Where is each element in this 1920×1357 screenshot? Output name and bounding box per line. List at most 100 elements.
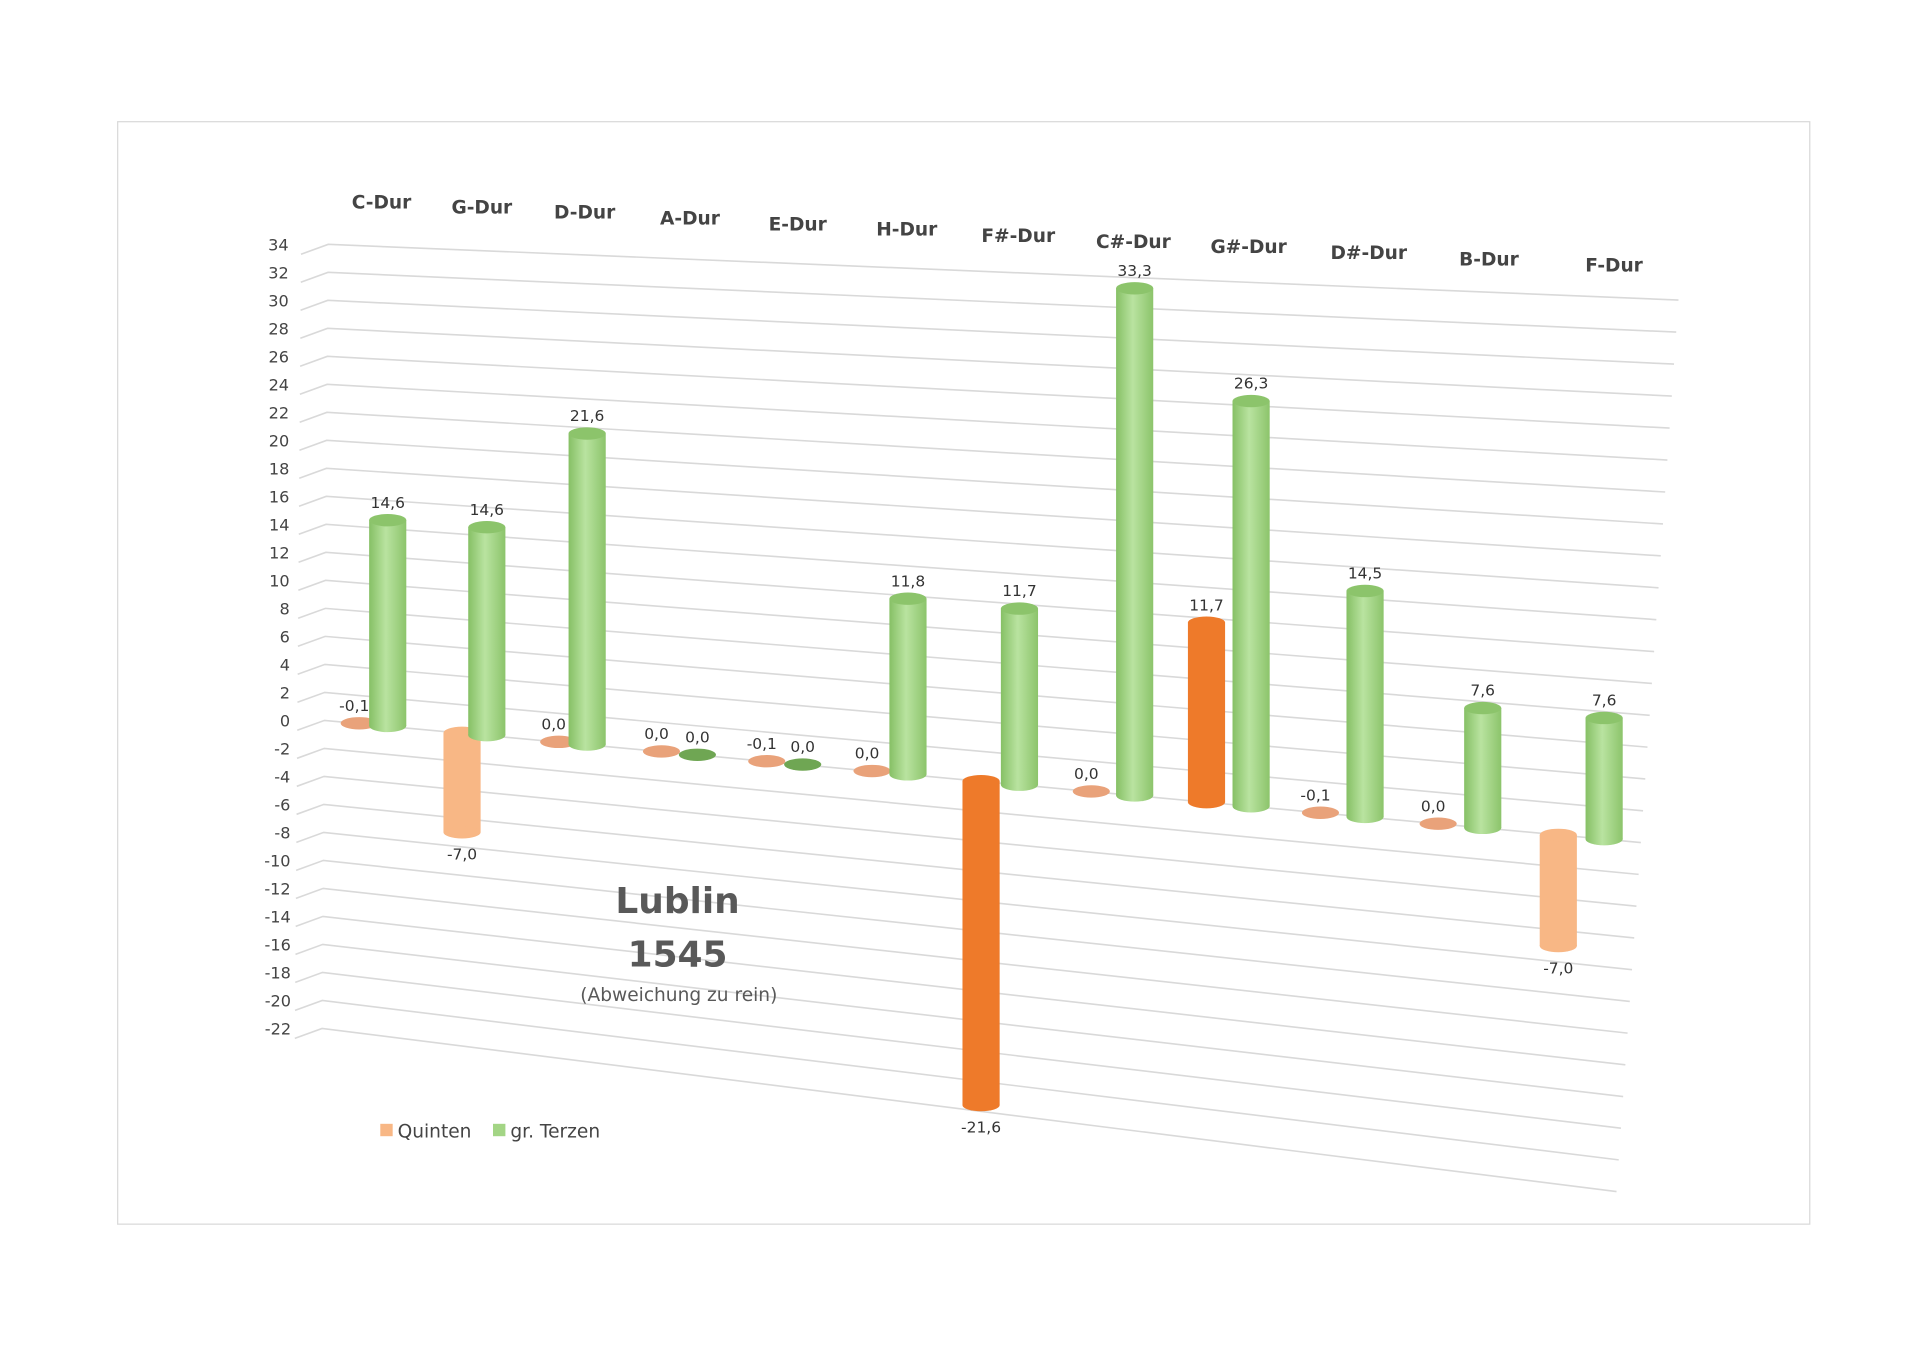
category-label: G#-Dur: [1210, 237, 1287, 258]
terzen-bar-base: [568, 738, 606, 751]
quinten-bar-body: [1187, 622, 1226, 803]
y-tick-label: -22: [265, 1020, 291, 1039]
terzen-bar-body: [1000, 608, 1039, 785]
y-tick-label: -12: [264, 880, 290, 899]
terzen-bar: [1116, 282, 1154, 802]
terzen-bar-base: [1346, 810, 1384, 824]
terzen-bar-top: [1464, 701, 1502, 715]
terzen-bar: [369, 513, 407, 733]
y-tick-label: -20: [265, 992, 291, 1011]
quinten-bar-base: [443, 826, 481, 839]
data-label-quinten: -0,1: [339, 697, 369, 715]
gridline: [298, 467, 1661, 557]
y-tick-label: -10: [264, 852, 290, 871]
category-label: F#-Dur: [981, 226, 1056, 247]
category-label: D-Dur: [554, 202, 616, 223]
data-label-terzen: 26,3: [1234, 375, 1268, 393]
data-label-quinten: -7,0: [447, 846, 477, 864]
quinten-bar: [1187, 616, 1226, 809]
y-tick-label: 8: [280, 600, 290, 619]
quinten-bar: [443, 726, 481, 839]
data-label-terzen: 11,8: [891, 572, 925, 590]
y-tick-label: 24: [269, 376, 289, 395]
quinten-bar-top: [340, 717, 378, 730]
y-tick-label: -18: [265, 964, 291, 983]
quinten-bar-top: [1187, 616, 1226, 629]
quinten-bar-base: [1187, 795, 1226, 809]
gridline: [295, 915, 1626, 1066]
terzen-bar-top: [889, 592, 927, 605]
gridline: [296, 775, 1637, 907]
terzen-bar-base: [1464, 821, 1502, 835]
quinten-bar-top: [1419, 817, 1457, 830]
terzen-bar-body: [369, 520, 407, 726]
category-label: G-Dur: [451, 197, 513, 218]
quinten-bar: [340, 717, 378, 730]
terzen-bar-base: [1000, 778, 1039, 791]
quinten-bar-top: [748, 755, 786, 768]
terzen-bar-body: [1464, 708, 1502, 828]
quinten-bar: [853, 764, 891, 778]
terzen-bar-top: [468, 521, 506, 534]
terzen-bar: [678, 748, 716, 761]
terzen-bar-top: [1000, 602, 1039, 615]
quinten-bar: [642, 745, 681, 758]
terzen-bar-base: [1585, 832, 1623, 846]
terzen-bar-top: [784, 758, 822, 771]
y-tick-label: 28: [268, 320, 288, 339]
y-tick-label: 16: [269, 488, 289, 507]
data-label-quinten: -21,6: [961, 1118, 1001, 1136]
terzen-bar-body: [468, 527, 506, 736]
y-tick-label: -2: [274, 740, 290, 759]
terzen-bar-body: [1116, 288, 1154, 796]
gridline: [295, 943, 1624, 1098]
data-label-quinten: 0,0: [541, 715, 566, 733]
gridlines: [294, 243, 1679, 1193]
quinten-bar-base: [962, 1098, 1000, 1112]
quinten-bar-top: [853, 764, 891, 778]
y-tick-label: 32: [268, 264, 288, 283]
y-tick-label: -6: [274, 796, 290, 815]
terzen-bar-top: [568, 427, 606, 440]
y-tick-label: -14: [264, 908, 290, 927]
terzen-bar-body: [1232, 401, 1270, 807]
gridline: [299, 411, 1666, 493]
terzen-bar: [1585, 711, 1623, 846]
data-label-quinten: 11,7: [1189, 596, 1223, 614]
y-tick-label: 0: [280, 712, 290, 731]
legend: Quinten gr. Terzen: [380, 1121, 600, 1142]
y-tick-label: -16: [265, 936, 291, 955]
data-labels: -0,1 -7,0 0,0 0,0 -0,1 0,0 -21,6 0,0 11,7 -0,1 0,0…: [339, 262, 1616, 1136]
terzen-bar: [1232, 394, 1270, 813]
gridline: [296, 803, 1635, 939]
terzen-bar-top: [1116, 282, 1154, 295]
y-axis-ticks: 3432302826242220181614121086420-2-4-6-8-…: [264, 236, 291, 1039]
data-label-quinten: 0,0: [1074, 765, 1099, 783]
terzen-bar-top: [1346, 584, 1384, 598]
gridline: [300, 299, 1675, 365]
legend-swatch-quinten: [380, 1123, 393, 1137]
terzen-bar-top: [369, 513, 407, 527]
terzen-bar-body: [568, 433, 606, 745]
quinten-bar-top: [1301, 806, 1340, 819]
quinten-bar: [1072, 785, 1110, 798]
terzen-bar-base: [1116, 789, 1154, 802]
gridline: [296, 747, 1639, 876]
terzen-bar-body: [1346, 590, 1384, 817]
category-label: F-Dur: [1585, 256, 1643, 277]
terzen-bar-base: [468, 728, 506, 742]
data-label-terzen: 21,6: [570, 407, 604, 425]
y-tick-label: 2: [280, 684, 290, 703]
data-label-terzen: 14,5: [1348, 565, 1382, 583]
terzen-bar-body: [889, 598, 927, 775]
chart-title: Lublin: [615, 881, 739, 922]
category-label: C-Dur: [352, 192, 412, 213]
y-tick-label: 6: [280, 628, 290, 647]
gridline: [294, 971, 1622, 1130]
data-label-quinten: 0,0: [855, 745, 880, 763]
y-tick-label: 26: [268, 348, 288, 367]
category-label: D#-Dur: [1331, 243, 1408, 264]
terzen-bar-body: [1585, 717, 1623, 840]
data-label-quinten: 0,0: [644, 725, 669, 743]
